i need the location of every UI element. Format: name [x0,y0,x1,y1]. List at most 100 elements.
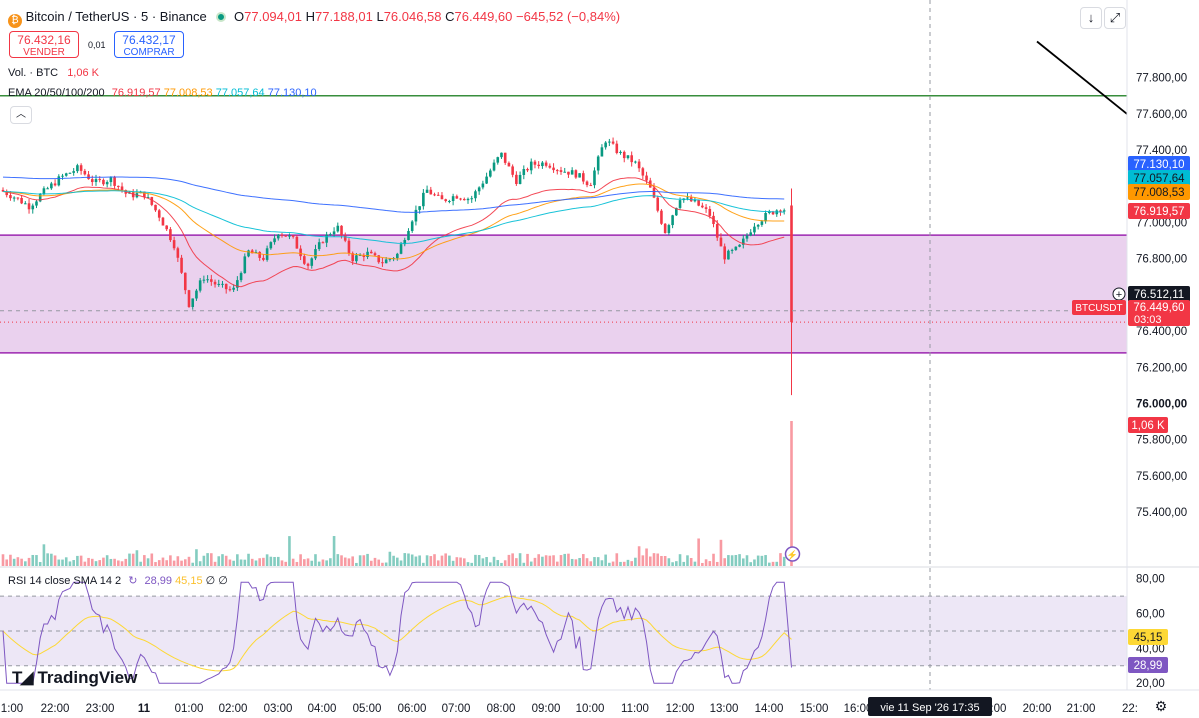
candle [117,185,120,187]
volume-bar [727,555,730,566]
volume-bar [455,557,459,566]
volume-bar [236,554,239,566]
rsi-tick-label: 40,00 [1136,643,1165,655]
rsi-legend[interactable]: RSI 14 close SMA 14 2 ↻ 28,99 45,15 ∅ ∅ [8,575,228,587]
sell-button[interactable]: 76.432,16 VENDER [9,31,79,58]
volume-bar [87,557,90,566]
fullscreen-button[interactable]: ⤢ [1104,7,1126,29]
rsi-sma-line [2,595,792,672]
candle [146,197,150,199]
candle [165,225,168,230]
candle [5,191,9,196]
candle [20,198,23,204]
volume-bar [64,557,68,566]
volume-bar [117,560,120,566]
volume-bar [42,544,46,566]
volume-bar [332,536,336,566]
volume-bar [351,556,354,566]
candle [284,235,288,237]
candle [396,253,399,259]
volume-bar [574,559,578,566]
volume-bar [314,554,317,566]
candle [462,199,466,201]
candle [269,242,273,249]
candle [195,290,198,299]
volume-bar [90,558,94,566]
volume-bar [630,561,633,566]
crosshair-time-text: vie 11 Sep '26 17:35 [880,702,979,714]
volume-bar [369,560,373,566]
volume-bar [715,561,719,566]
volume-bar [280,560,284,566]
volume-bar [83,561,87,566]
price-tick-label: 75.400,00 [1136,507,1187,519]
rsi-sma-badge [1128,629,1168,645]
volume-bar [608,562,611,566]
candle [250,250,254,254]
volume-bar [303,559,306,566]
volume-bar [329,558,332,566]
buy-button[interactable]: 76.432,17 COMPRAR [114,31,184,58]
candle [72,171,75,173]
ohlc-low: L76.046,58 [376,9,442,24]
candle [663,223,667,234]
flash-icon[interactable] [784,546,801,562]
candle [176,248,180,258]
volume-bar [27,557,31,566]
volume-bar [782,556,786,566]
candle [183,272,187,291]
volume-bar [150,553,154,566]
candle [507,162,511,167]
volume-bar [265,554,269,566]
volume-bar [46,553,49,566]
collapse-legend-button[interactable]: ︿ [10,106,32,124]
candle [329,234,332,236]
volume-bar [336,554,340,566]
volume-bar [68,561,72,566]
ema-legend[interactable]: EMA 20/50/100/200 76.919,57 77.008,53 77… [8,87,317,99]
volume-bar [578,557,581,566]
candle [574,170,578,178]
volume-bar [656,553,660,566]
candle [518,174,522,184]
volume-bar [481,558,485,566]
time-tick-label: 11 [138,703,151,715]
candle [529,161,533,171]
volume-bar [128,553,131,566]
candle [64,173,68,176]
price-tick-label: 75.800,00 [1136,435,1187,447]
sell-label: VENDER [23,47,65,58]
volume-legend[interactable]: Vol. · BTC 1,06 K [8,67,99,79]
candle [258,251,261,258]
volume-bar [61,559,64,566]
candle [373,253,377,256]
symbol-title[interactable]: Bitcoin / TetherUS · 5 · Binance [25,9,207,24]
volume-bar [325,560,328,566]
buy-price: 76.432,17 [122,33,176,47]
volume-bar [358,555,362,566]
axis-settings-button[interactable]: ⚙ [1152,697,1170,715]
candle [98,179,102,181]
candle [611,141,615,144]
rsi-badge [1128,657,1168,673]
countdown-text: 03:03 [1134,314,1162,326]
volume-bar [492,556,496,566]
volume-bar [663,556,667,566]
candle [760,221,764,225]
candle [779,210,782,212]
volume-bar [16,557,20,566]
volume-bar [124,558,128,566]
volume-bar [671,562,674,566]
volume-bar [105,555,109,566]
candle [303,256,306,264]
arrow-down-icon: ↓ [1087,10,1095,25]
scroll-down-button[interactable]: ↓ [1080,7,1102,29]
rsi-layer [0,581,1127,684]
candle [355,255,358,262]
candle [83,170,87,175]
volume-bar [250,558,254,566]
volume-bar [738,554,741,566]
candle [522,169,526,175]
candle [552,167,555,171]
volume-bar [645,548,648,566]
